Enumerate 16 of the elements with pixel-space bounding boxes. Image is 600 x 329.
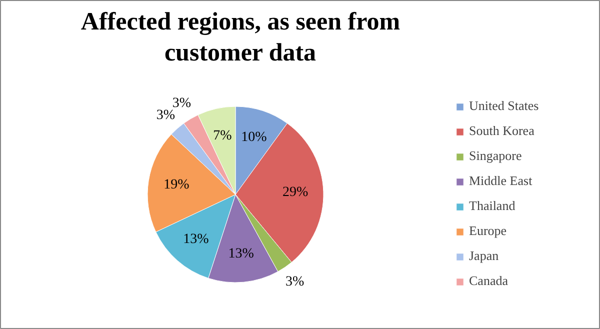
data-label: 19% xyxy=(164,178,190,193)
data-label: 3% xyxy=(286,274,305,290)
legend-label: Europe xyxy=(469,223,507,239)
legend-label: Canada xyxy=(469,273,508,289)
legend-label: United States xyxy=(469,98,539,114)
data-label: 10% xyxy=(241,130,268,146)
data-label: 7% xyxy=(213,128,232,144)
data-label: 13% xyxy=(228,246,254,262)
data-label: 29% xyxy=(282,185,308,200)
legend-label: Thailand xyxy=(469,198,516,214)
legend-label: Middle East xyxy=(469,173,532,189)
data-label: 13% xyxy=(183,232,210,247)
legend-label: Japan xyxy=(469,248,499,264)
legend-label: Singapore xyxy=(469,148,522,164)
chart-title: Affected regions, as seen from customer data xyxy=(80,8,400,67)
legend-label: South Korea xyxy=(469,123,534,139)
